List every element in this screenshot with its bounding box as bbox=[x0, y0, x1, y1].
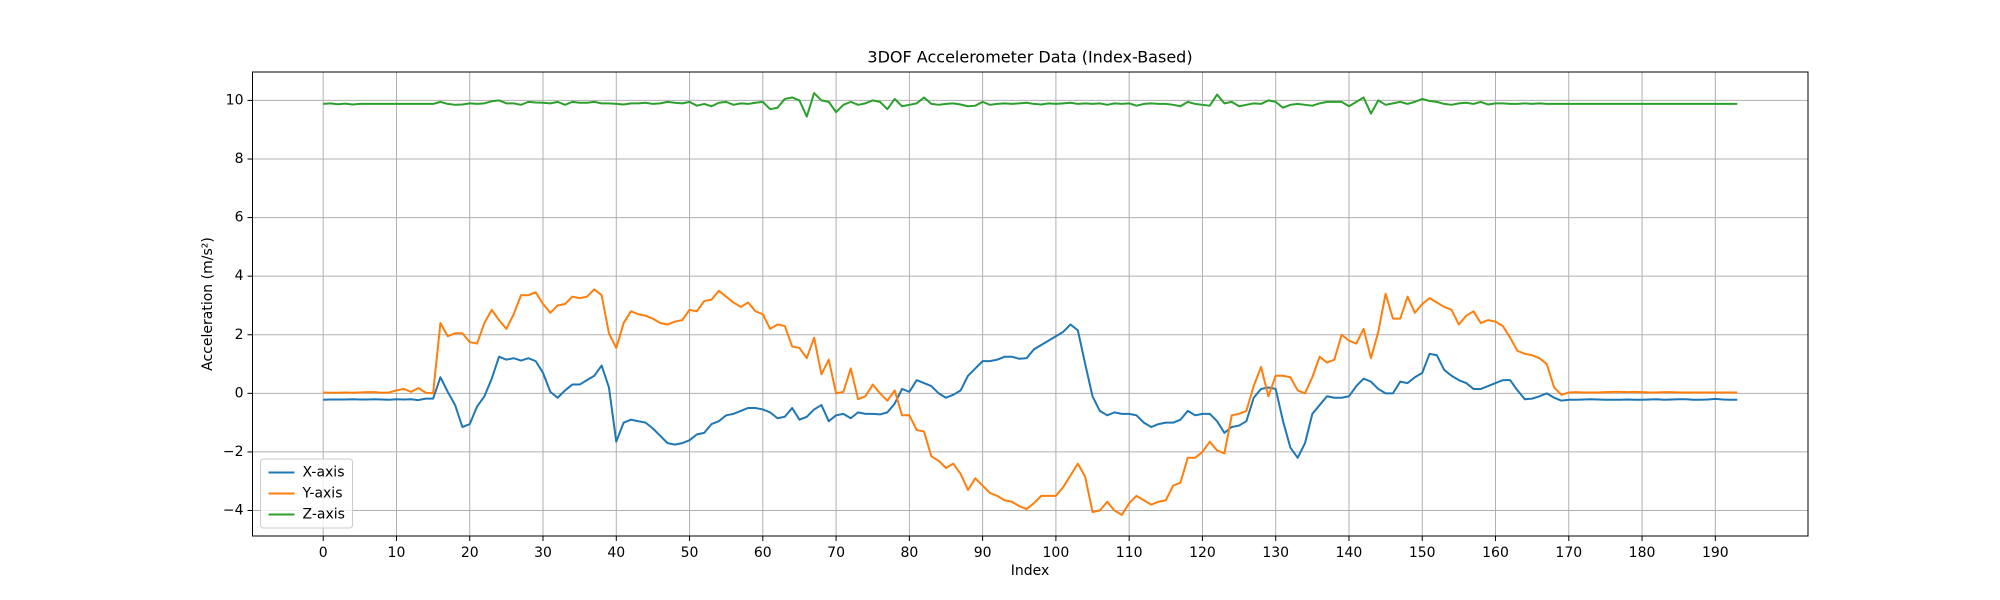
plot-frame bbox=[252, 71, 1809, 537]
chart-title: 3DOF Accelerometer Data (Index-Based) bbox=[867, 48, 1192, 67]
x-tick-label: 0 bbox=[319, 545, 328, 561]
y-tick-label: 0 bbox=[235, 385, 244, 401]
data-line bbox=[323, 92, 1738, 118]
y-tick-label: −4 bbox=[223, 503, 244, 519]
x-tick-label: 140 bbox=[1336, 545, 1363, 561]
x-axis-label: Index bbox=[1011, 563, 1050, 579]
y-tick-label: 4 bbox=[235, 268, 244, 284]
legend-label: Z-axis bbox=[303, 507, 345, 523]
legend-label: Y-axis bbox=[302, 486, 343, 502]
y-axis-label: Acceleration (m/s²) bbox=[200, 237, 216, 371]
x-tick-label: 100 bbox=[1043, 545, 1070, 561]
x-tick-label: 80 bbox=[900, 545, 918, 561]
x-tick-label: 190 bbox=[1702, 545, 1729, 561]
x-tick-label: 150 bbox=[1409, 545, 1436, 561]
x-tick-label: 40 bbox=[607, 545, 625, 561]
x-tick-label: 180 bbox=[1629, 545, 1656, 561]
data-line bbox=[323, 288, 1738, 516]
x-tick-label: 130 bbox=[1262, 545, 1289, 561]
x-tick-label: 50 bbox=[681, 545, 699, 561]
y-tick-label: −2 bbox=[223, 444, 244, 460]
x-tick-label: 10 bbox=[388, 545, 406, 561]
legend-label: X-axis bbox=[303, 465, 345, 481]
y-tick-label: 8 bbox=[235, 151, 244, 167]
x-tick-label: 30 bbox=[534, 545, 552, 561]
legend-box bbox=[260, 458, 353, 529]
x-tick-label: 20 bbox=[461, 545, 479, 561]
x-tick-label: 70 bbox=[827, 545, 845, 561]
x-tick-label: 60 bbox=[754, 545, 772, 561]
x-tick-label: 110 bbox=[1116, 545, 1143, 561]
data-line bbox=[323, 323, 1738, 459]
x-tick-label: 120 bbox=[1189, 545, 1216, 561]
y-tick-label: 6 bbox=[235, 210, 244, 226]
x-tick-label: 90 bbox=[974, 545, 992, 561]
y-tick-label: 10 bbox=[226, 92, 244, 108]
x-tick-label: 170 bbox=[1555, 545, 1582, 561]
y-tick-label: 2 bbox=[235, 327, 244, 343]
x-tick-label: 160 bbox=[1482, 545, 1509, 561]
